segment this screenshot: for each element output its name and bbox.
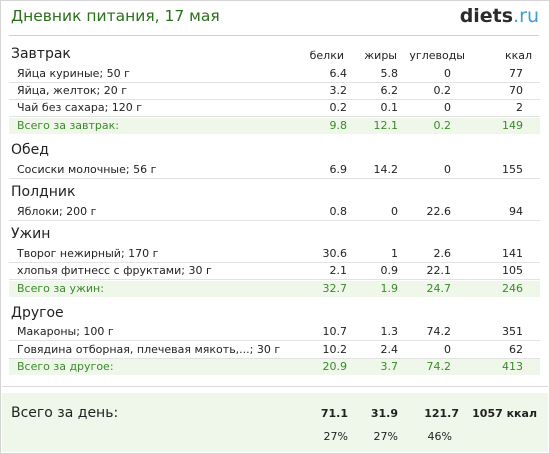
column-header-fat: жиры (364, 49, 397, 62)
day-protein: 71.1 (320, 407, 348, 420)
food-fat: 14.2 (373, 163, 399, 176)
day-kcal: 1057 ккал (472, 407, 537, 420)
food-row: Макароны; 100 г 10.7 1.3 74.2 351 (9, 324, 540, 341)
day-total-panel: Всего за день: 71.1 31.9 121.7 1057 ккал… (2, 393, 548, 452)
food-fat: 1 (391, 247, 398, 260)
total-protein: 32.7 (322, 282, 348, 295)
food-name: Макароны; 100 г (17, 325, 114, 338)
food-protein: 30.6 (322, 247, 348, 260)
total-carbs: 0.2 (433, 119, 452, 132)
total-carbs: 24.7 (426, 282, 452, 295)
food-fat: 6.2 (380, 84, 399, 97)
food-row: Говядина отборная, плечевая мякоть,...; … (9, 342, 540, 359)
meal-total-label: Всего за другое: (17, 360, 114, 373)
food-carbs: 2.6 (433, 247, 452, 260)
food-carbs: 22.1 (426, 264, 452, 277)
meal-total-label: Всего за ужин: (17, 282, 104, 295)
total-fat: 1.9 (380, 282, 399, 295)
logo-tld: .ru (513, 5, 539, 27)
total-protein: 20.9 (322, 360, 348, 373)
food-kcal: 94 (509, 205, 523, 218)
food-carbs: 0 (444, 343, 451, 356)
food-protein: 2.1 (329, 264, 348, 277)
food-fat: 2.4 (380, 343, 399, 356)
food-name: Говядина отборная, плечевая мякоть,...; … (17, 343, 281, 356)
day-protein-percent: 27% (323, 430, 348, 443)
total-fat: 3.7 (380, 360, 399, 373)
total-kcal: 246 (502, 282, 523, 295)
header: Дневник питания, 17 мая diets.ru (1, 1, 549, 35)
meal-total-row: Всего за завтрак: 9.8 12.1 0.2 149 (9, 118, 540, 134)
food-kcal: 351 (502, 325, 523, 338)
food-protein: 3.2 (329, 84, 348, 97)
food-carbs: 0 (444, 67, 451, 80)
food-kcal: 141 (502, 247, 523, 260)
meal-title-other: Другое (11, 305, 64, 321)
food-fat: 5.8 (380, 67, 399, 80)
food-row: Яблоки; 200 г 0.8 0 22.6 94 (9, 204, 540, 221)
food-carbs: 22.6 (426, 205, 452, 218)
food-name: Яблоки; 200 г (17, 205, 97, 218)
food-protein: 10.7 (322, 325, 348, 338)
meal-title-breakfast: Завтрак (11, 46, 71, 62)
day-total-label: Всего за день: (11, 405, 119, 421)
food-row: хлопья фитнесс с фруктами; 30 г 2.1 0.9 … (9, 263, 540, 280)
logo-main: diets (459, 5, 514, 27)
food-carbs: 74.2 (426, 325, 452, 338)
food-name: Творог нежирный; 170 г (17, 247, 159, 260)
food-carbs: 0.2 (433, 84, 452, 97)
food-kcal: 70 (509, 84, 523, 97)
meal-title-dinner: Ужин (11, 226, 51, 242)
column-header-protein: белки (309, 49, 344, 62)
food-fat: 0 (391, 205, 398, 218)
meal-total-row: Всего за ужин: 32.7 1.9 24.7 246 (9, 281, 540, 297)
total-carbs: 74.2 (426, 360, 452, 373)
day-fat: 31.9 (370, 407, 398, 420)
food-protein: 10.2 (322, 343, 348, 356)
food-kcal: 105 (502, 264, 523, 277)
meal-total-label: Всего за завтрак: (17, 119, 120, 132)
food-protein: 0.2 (329, 101, 348, 114)
food-protein: 6.4 (329, 67, 348, 80)
meal-title-lunch: Обед (11, 142, 49, 158)
food-protein: 6.9 (329, 163, 348, 176)
food-fat: 1.3 (380, 325, 399, 338)
food-name: Яйца, желток; 20 г (17, 84, 127, 97)
food-protein: 0.8 (329, 205, 348, 218)
food-name: Чай без сахара; 120 г (17, 101, 143, 114)
food-name: хлопья фитнесс с фруктами; 30 г (17, 264, 212, 277)
total-kcal: 413 (502, 360, 523, 373)
day-fat-percent: 27% (373, 430, 398, 443)
food-kcal: 155 (502, 163, 523, 176)
food-fat: 0.9 (380, 264, 399, 277)
food-name: Яйца куриные; 50 г (17, 67, 130, 80)
day-divider (2, 386, 548, 387)
meal-total-row: Всего за другое: 20.9 3.7 74.2 413 (9, 359, 540, 375)
food-kcal: 62 (509, 343, 523, 356)
food-carbs: 0 (444, 163, 451, 176)
food-kcal: 77 (509, 67, 523, 80)
food-kcal: 2 (516, 101, 523, 114)
food-row: Сосиски молочные; 56 г 6.9 14.2 0 155 (9, 162, 540, 179)
food-row: Творог нежирный; 170 г 30.6 1 2.6 141 (9, 246, 540, 263)
food-name: Сосиски молочные; 56 г (17, 163, 157, 176)
food-carbs: 0 (444, 101, 451, 114)
food-row: Яйца куриные; 50 г 6.4 5.8 0 77 (9, 66, 540, 83)
site-logo[interactable]: diets.ru (460, 5, 539, 27)
header-divider (9, 35, 539, 36)
meal-title-snack: Полдник (11, 184, 76, 200)
total-fat: 12.1 (373, 119, 399, 132)
page-title: Дневник питания, 17 мая (11, 7, 220, 25)
total-protein: 9.8 (329, 119, 348, 132)
total-kcal: 149 (502, 119, 523, 132)
day-carbs: 121.7 (424, 407, 459, 420)
day-carbs-percent: 46% (427, 430, 452, 443)
food-fat: 0.1 (380, 101, 399, 114)
column-header-kcal: ккал (504, 49, 532, 62)
food-row: Яйца, желток; 20 г 3.2 6.2 0.2 70 (9, 83, 540, 100)
food-row: Чай без сахара; 120 г 0.2 0.1 0 2 (9, 100, 540, 117)
column-header-carbs: углеводы (409, 49, 465, 62)
